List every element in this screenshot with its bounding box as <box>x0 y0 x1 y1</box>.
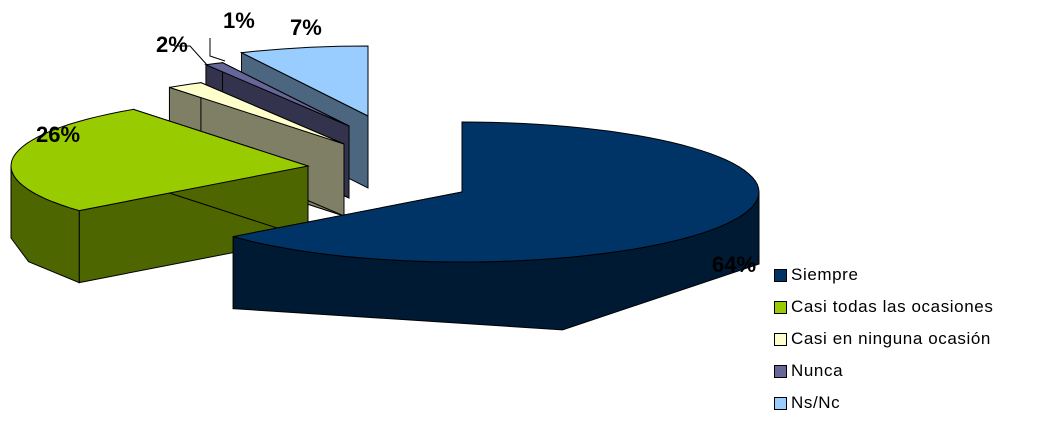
leader-line-2pct <box>174 45 209 67</box>
legend-item-5: Ns/Nc <box>774 387 1044 419</box>
legend-label: Nunca <box>791 361 844 380</box>
data-label-5: 7% <box>290 15 322 40</box>
legend-item-4: Nunca <box>774 355 1044 387</box>
legend-label: Ns/Nc <box>791 393 841 412</box>
legend-label: Casi todas las ocasiones <box>791 297 994 316</box>
legend-item-2: Casi todas las ocasiones <box>774 291 1044 323</box>
chart-legend: Siempre Casi todas las ocasiones Casi en n… <box>774 259 1044 419</box>
legend-label: Casi en ninguna ocasión <box>791 329 991 348</box>
data-label-3: 2% <box>156 32 188 57</box>
legend-swatch <box>774 268 787 282</box>
legend-swatch <box>774 332 787 346</box>
legend-label: Siempre <box>791 265 859 284</box>
legend-swatch <box>774 396 787 410</box>
data-label-2: 26% <box>36 122 80 147</box>
leader-line-1pct <box>209 38 226 62</box>
data-label-4: 1% <box>223 8 255 33</box>
pie-slice-2 <box>10 108 310 284</box>
pie-slice-1 <box>232 121 760 331</box>
legend-swatch <box>774 300 787 314</box>
legend-item-1: Siempre <box>774 259 1044 291</box>
legend-item-3: Casi en ninguna ocasión <box>774 323 1044 355</box>
data-label-1: 64% <box>712 252 756 277</box>
legend-swatch <box>774 364 787 378</box>
